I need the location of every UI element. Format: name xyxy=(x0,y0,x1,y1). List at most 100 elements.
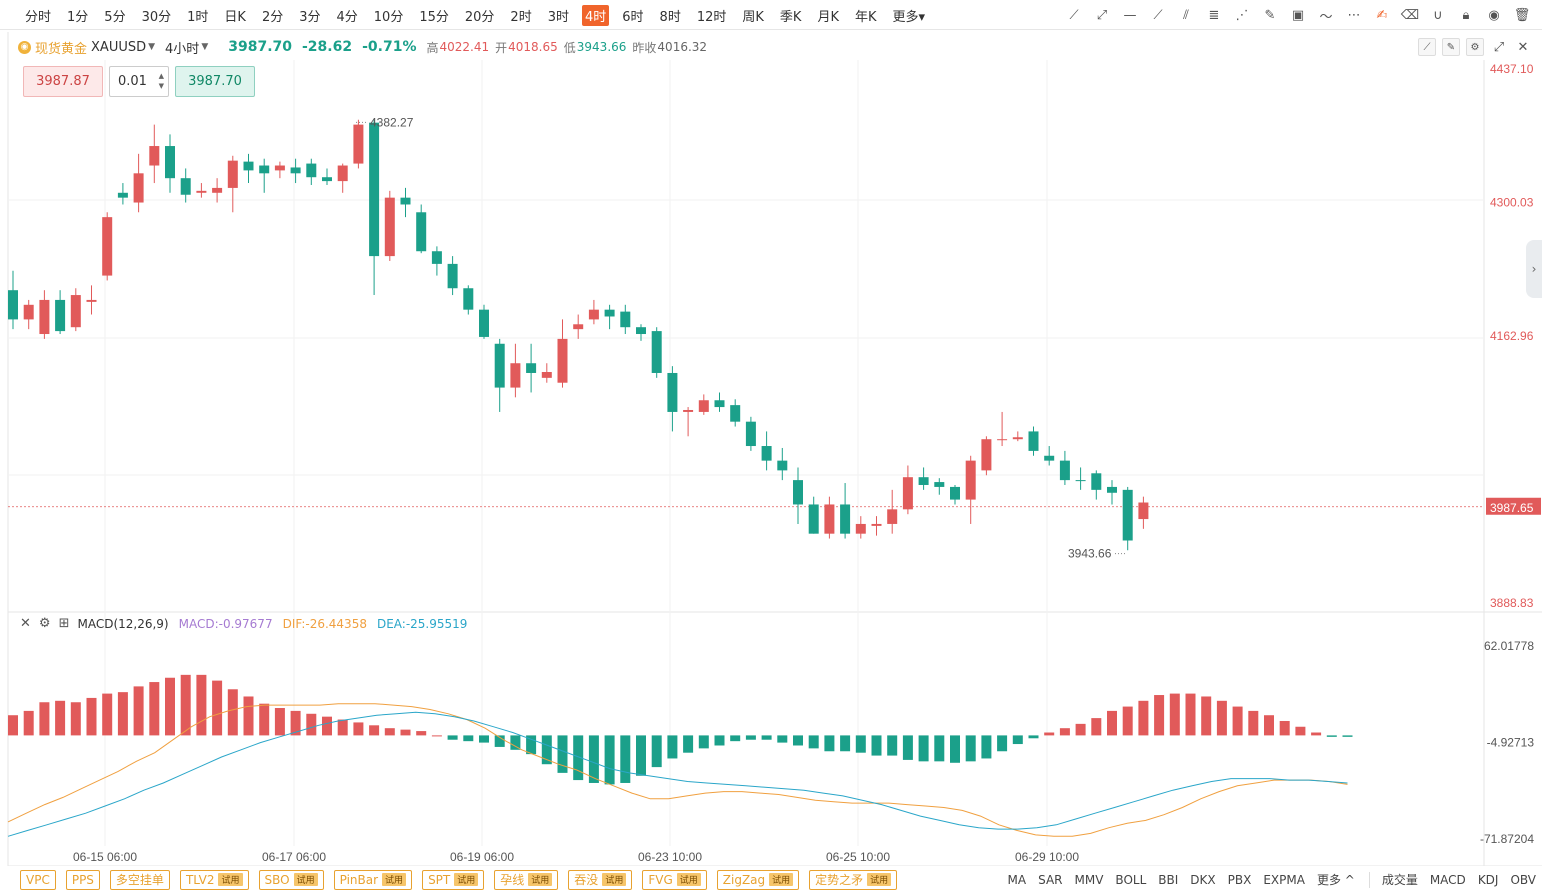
indicator-tag-1[interactable]: PPS xyxy=(65,869,100,890)
candle-body[interactable] xyxy=(730,405,741,422)
period-12[interactable]: 2时 xyxy=(510,9,532,25)
period-17[interactable]: 12时 xyxy=(696,9,727,25)
wave-icon[interactable]: 〜 xyxy=(1319,9,1333,25)
candle-body[interactable] xyxy=(526,363,537,373)
main-indicator-8[interactable]: 更多 ^ xyxy=(1316,873,1355,887)
indicator-settings-icon[interactable]: ⚙ xyxy=(38,616,51,631)
candle-body[interactable] xyxy=(494,343,505,388)
candle-body[interactable] xyxy=(353,124,364,164)
sub-indicator-1[interactable]: MACD xyxy=(1429,872,1466,887)
main-indicator-4[interactable]: BBI xyxy=(1158,872,1179,887)
candle-body[interactable] xyxy=(965,460,976,500)
close-indicator-icon[interactable]: ✕ xyxy=(20,616,31,631)
candle-body[interactable] xyxy=(1122,489,1133,541)
period-9[interactable]: 10分 xyxy=(373,9,404,25)
candle-body[interactable] xyxy=(102,217,113,276)
brush-icon[interactable]: ✎ xyxy=(1264,7,1276,23)
period-16[interactable]: 8时 xyxy=(659,9,681,25)
period-0[interactable]: 分时 xyxy=(25,9,52,25)
candle-body[interactable] xyxy=(950,486,960,500)
period-14[interactable]: 4时 xyxy=(581,4,610,26)
sell-button[interactable]: 3987.87 xyxy=(23,66,103,97)
stepper-arrows-icon[interactable]: ▲ ▼ xyxy=(158,72,164,90)
candle-body[interactable] xyxy=(243,161,254,171)
lock-icon[interactable]: 🔒︎ xyxy=(1462,7,1470,23)
period-11[interactable]: 20分 xyxy=(464,9,495,25)
candle-body[interactable] xyxy=(588,309,599,320)
candle-body[interactable] xyxy=(1075,480,1086,482)
candle-body[interactable] xyxy=(416,212,427,252)
candle-body[interactable] xyxy=(400,197,411,205)
candle-body[interactable] xyxy=(824,504,835,534)
candle-body[interactable] xyxy=(274,165,285,171)
candle-body[interactable] xyxy=(133,173,144,203)
period-13[interactable]: 3时 xyxy=(547,9,569,25)
candle-body[interactable] xyxy=(165,146,175,179)
interval-select[interactable]: 4小时 xyxy=(165,41,200,57)
trendline-icon[interactable]: ⟋ xyxy=(1069,7,1079,23)
candle-body[interactable] xyxy=(1107,486,1117,493)
period-8[interactable]: 4分 xyxy=(336,9,358,25)
indicator-tag-4[interactable]: SBO 试用 xyxy=(258,869,324,890)
close-icon[interactable]: ✕ xyxy=(1517,39,1529,55)
candle-body[interactable] xyxy=(934,482,945,487)
candle-body[interactable] xyxy=(1138,502,1149,520)
candle-body[interactable] xyxy=(573,324,584,330)
gann-fan-icon[interactable]: ⋰ xyxy=(1235,7,1249,23)
candle-body[interactable] xyxy=(117,192,128,198)
candle-body[interactable] xyxy=(902,477,913,510)
candle-body[interactable] xyxy=(196,190,207,193)
candle-body[interactable] xyxy=(70,295,81,328)
candle-body[interactable] xyxy=(620,311,631,328)
candle-body[interactable] xyxy=(541,372,552,378)
candle-body[interactable] xyxy=(777,460,788,471)
quantity-stepper[interactable]: 0.01 ▲ ▼ xyxy=(109,66,169,97)
buy-button[interactable]: 3987.70 xyxy=(175,66,255,97)
period-4[interactable]: 1时 xyxy=(187,9,209,25)
edit-icon[interactable]: ✍ xyxy=(1376,7,1388,23)
candle-body[interactable] xyxy=(871,523,882,526)
period-19[interactable]: 季K xyxy=(779,9,802,25)
period-20[interactable]: 月K xyxy=(817,9,839,25)
indicator-tag-3[interactable]: TLV2 试用 xyxy=(179,869,249,890)
expand-panel-icon[interactable]: › xyxy=(1526,240,1542,298)
candle-body[interactable] xyxy=(431,251,442,264)
draw-icon[interactable]: ✎ xyxy=(1442,38,1460,56)
candle-body[interactable] xyxy=(227,160,238,188)
candle-body[interactable] xyxy=(667,372,678,412)
candle-body[interactable] xyxy=(212,187,223,193)
candle-body[interactable] xyxy=(1059,460,1070,481)
interval-dropdown-icon[interactable]: ▼ xyxy=(201,42,209,52)
candle-body[interactable] xyxy=(384,197,395,257)
price-chart[interactable]: 4437.10 4300.03 4162.96 3888.83 3987.65 4382.… xyxy=(0,0,1542,866)
candle-body[interactable] xyxy=(149,146,160,166)
indicator-tag-5[interactable]: PinBar 试用 xyxy=(333,869,413,890)
candle-body[interactable] xyxy=(369,122,380,257)
candle-body[interactable] xyxy=(8,290,18,320)
indicator-tag-8[interactable]: 吞没 试用 xyxy=(568,869,633,890)
indicator-tag-10[interactable]: ZigZag 试用 xyxy=(716,869,800,890)
candle-body[interactable] xyxy=(447,263,458,289)
segment-icon[interactable]: ⟋ xyxy=(1153,7,1163,23)
sub-indicator-0[interactable]: 成交量 xyxy=(1381,873,1418,887)
candle-body[interactable] xyxy=(683,409,694,412)
candle-body[interactable] xyxy=(23,304,34,320)
symbol-code[interactable]: XAUUSD xyxy=(91,39,147,55)
period-5[interactable]: 日K xyxy=(224,9,246,25)
candle-body[interactable] xyxy=(761,446,772,461)
parallel-channel-icon[interactable]: ⫽ xyxy=(1183,7,1189,23)
candle-body[interactable] xyxy=(887,509,898,524)
candle-body[interactable] xyxy=(1091,473,1102,490)
candle-body[interactable] xyxy=(855,523,866,534)
candle-body[interactable] xyxy=(463,288,474,310)
period-6[interactable]: 2分 xyxy=(261,9,284,25)
period-10[interactable]: 15分 xyxy=(419,9,449,25)
candle-body[interactable] xyxy=(290,167,301,174)
horizontal-line-icon[interactable]: — xyxy=(1123,7,1137,23)
candle-body[interactable] xyxy=(1012,437,1023,440)
candle-body[interactable] xyxy=(39,299,50,335)
candle-body[interactable] xyxy=(840,504,851,534)
sub-indicator-3[interactable]: OBV xyxy=(1510,872,1536,887)
main-indicator-3[interactable]: BOLL xyxy=(1115,872,1147,887)
fibonacci-icon[interactable]: ≣ xyxy=(1208,7,1220,23)
